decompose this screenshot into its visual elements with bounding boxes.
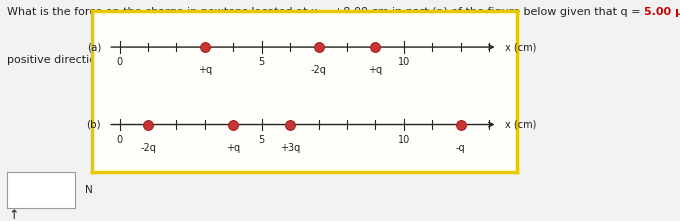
- Text: +q: +q: [198, 65, 212, 75]
- Text: What is the force on the charge in newtons located at x = +8.00 cm in part (a) o: What is the force on the charge in newto…: [7, 7, 644, 17]
- Text: (a): (a): [87, 42, 101, 52]
- Text: 10: 10: [398, 57, 410, 67]
- Text: 5.00 μC: 5.00 μC: [644, 7, 680, 17]
- Text: 0: 0: [116, 135, 122, 145]
- Text: N: N: [85, 185, 92, 195]
- Text: -2q: -2q: [311, 65, 326, 75]
- Text: +q: +q: [369, 65, 382, 75]
- Text: x (cm): x (cm): [505, 120, 536, 130]
- Text: 0: 0: [116, 57, 122, 67]
- Text: x (cm): x (cm): [505, 42, 536, 52]
- Text: +3q: +3q: [280, 143, 300, 153]
- Text: +q: +q: [226, 143, 240, 153]
- Text: 10: 10: [398, 135, 410, 145]
- Text: What is the force on the charge in newtons located at x = +8.00 cm in part (a) o: What is the force on the charge in newto…: [7, 7, 644, 17]
- Text: 5: 5: [258, 135, 265, 145]
- Text: positive direction is to the right.): positive direction is to the right.): [7, 55, 190, 65]
- Text: -q: -q: [456, 143, 465, 153]
- Text: (b): (b): [86, 120, 101, 130]
- Text: 5: 5: [258, 57, 265, 67]
- Text: 5.00 μC: 5.00 μC: [644, 7, 680, 17]
- Text: ↑: ↑: [8, 209, 18, 221]
- Text: -2q: -2q: [140, 143, 156, 153]
